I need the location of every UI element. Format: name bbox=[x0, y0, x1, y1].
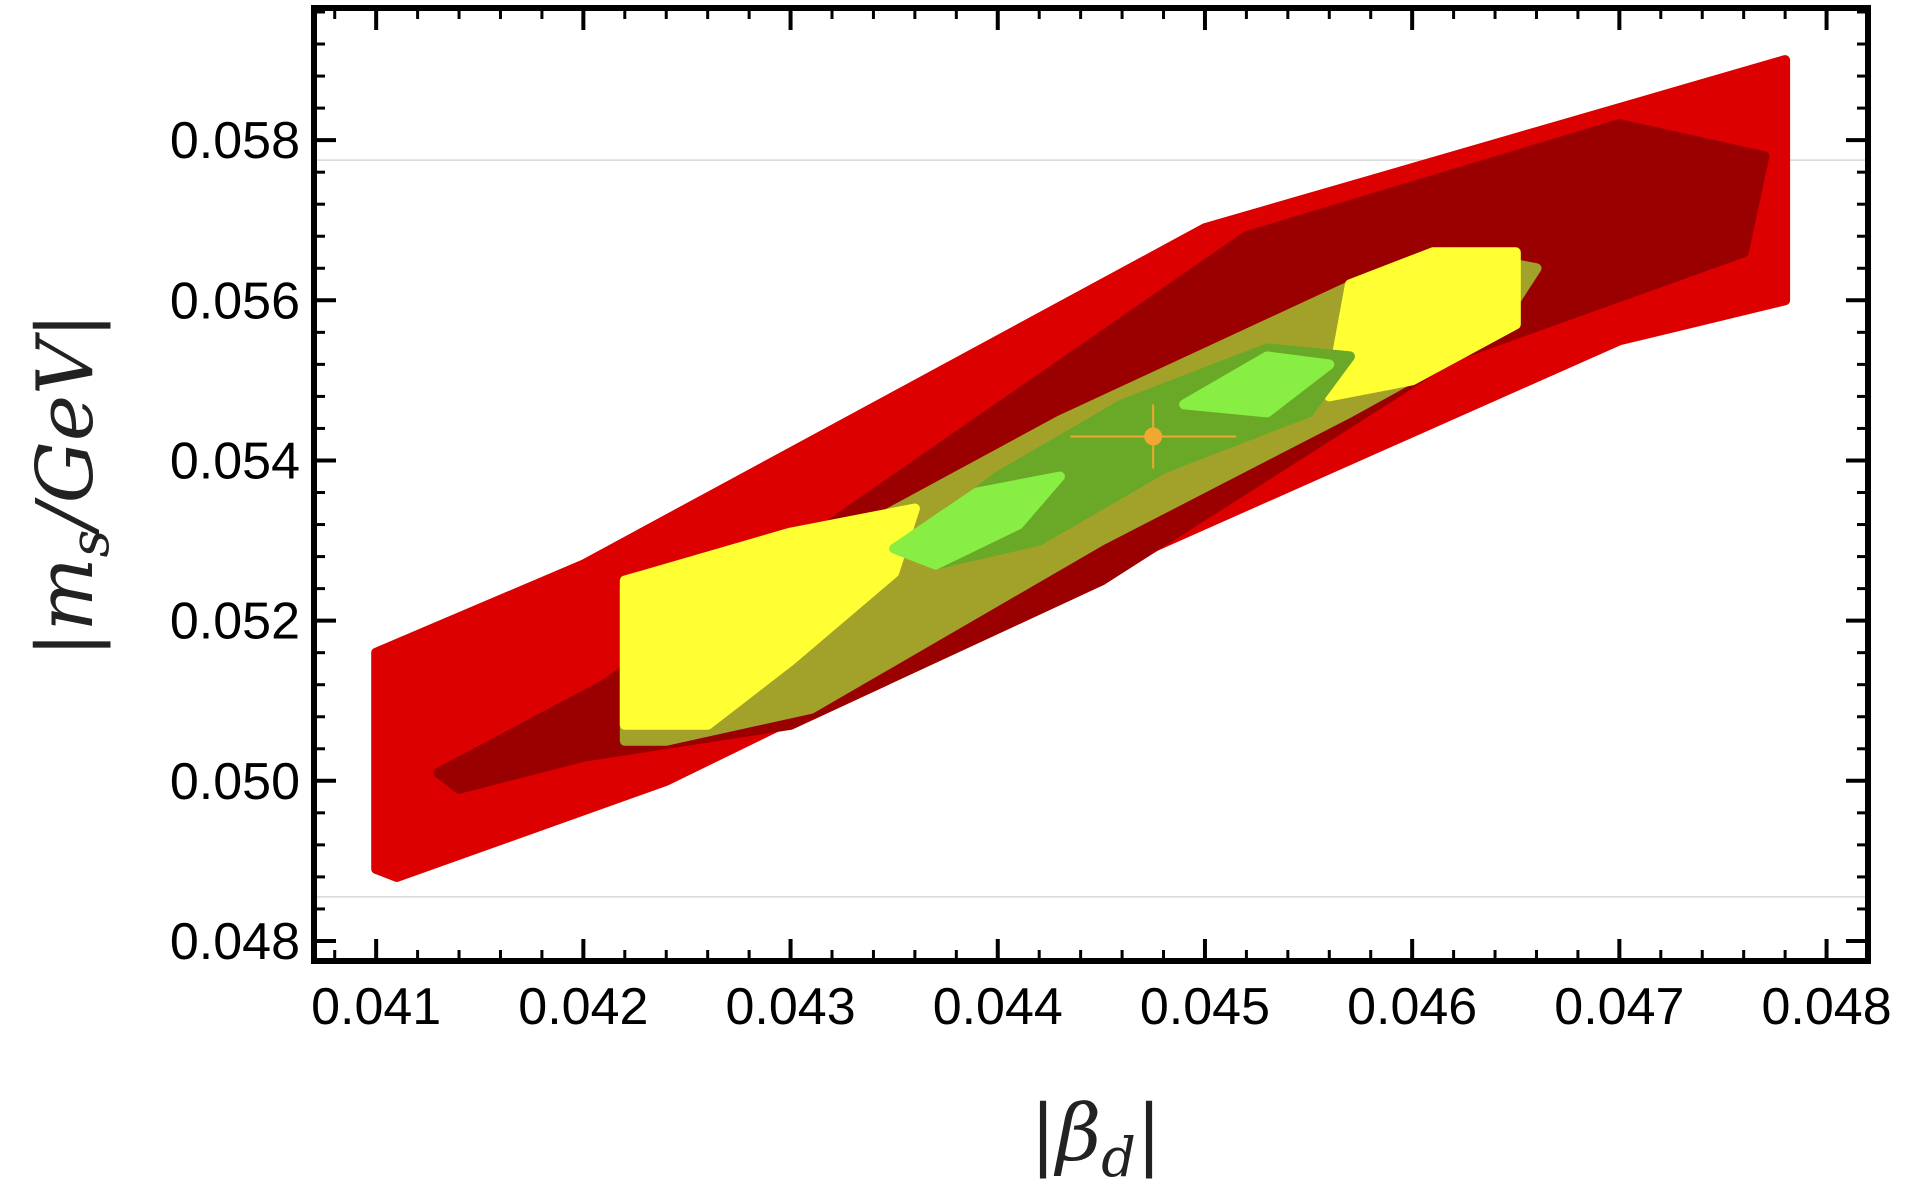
x-tick-label: 0.048 bbox=[1761, 978, 1891, 1036]
y-tick-label: 0.050 bbox=[170, 753, 300, 811]
x-tick-label: 0.041 bbox=[311, 978, 441, 1036]
x-tick-label: 0.047 bbox=[1554, 978, 1684, 1036]
x-tick-label: 0.045 bbox=[1140, 978, 1270, 1036]
y-axis-ticks: 0.048 0.050 0.052 0.054 0.056 0.058 bbox=[170, 10, 1868, 971]
x-tick-label: 0.046 bbox=[1347, 978, 1477, 1036]
y-tick-label: 0.048 bbox=[170, 913, 300, 971]
y-axis-label: |ms/GeV| bbox=[21, 312, 121, 657]
y-tick-label: 0.058 bbox=[170, 112, 300, 170]
x-axis-label: |βd| bbox=[1030, 1089, 1162, 1189]
x-axis-title: |βd| bbox=[1030, 1089, 1162, 1189]
plot-frame bbox=[311, 5, 1871, 964]
central-value-marker bbox=[1070, 404, 1237, 469]
scatter-region-4 bbox=[1324, 247, 1521, 402]
scatter-region-7 bbox=[1179, 351, 1335, 418]
y-tick-label: 0.056 bbox=[170, 272, 300, 330]
x-tick-label: 0.044 bbox=[933, 978, 1063, 1036]
scatter-regions bbox=[371, 55, 1791, 882]
y-tick-label: 0.052 bbox=[170, 593, 300, 651]
x-tick-label: 0.043 bbox=[725, 978, 855, 1036]
central-value-point bbox=[1144, 427, 1163, 446]
y-axis-title: |ms/GeV| bbox=[21, 312, 121, 657]
x-tick-label: 0.042 bbox=[518, 978, 648, 1036]
y-tick-label: 0.054 bbox=[170, 432, 300, 490]
scatter-region-6 bbox=[889, 471, 1065, 570]
